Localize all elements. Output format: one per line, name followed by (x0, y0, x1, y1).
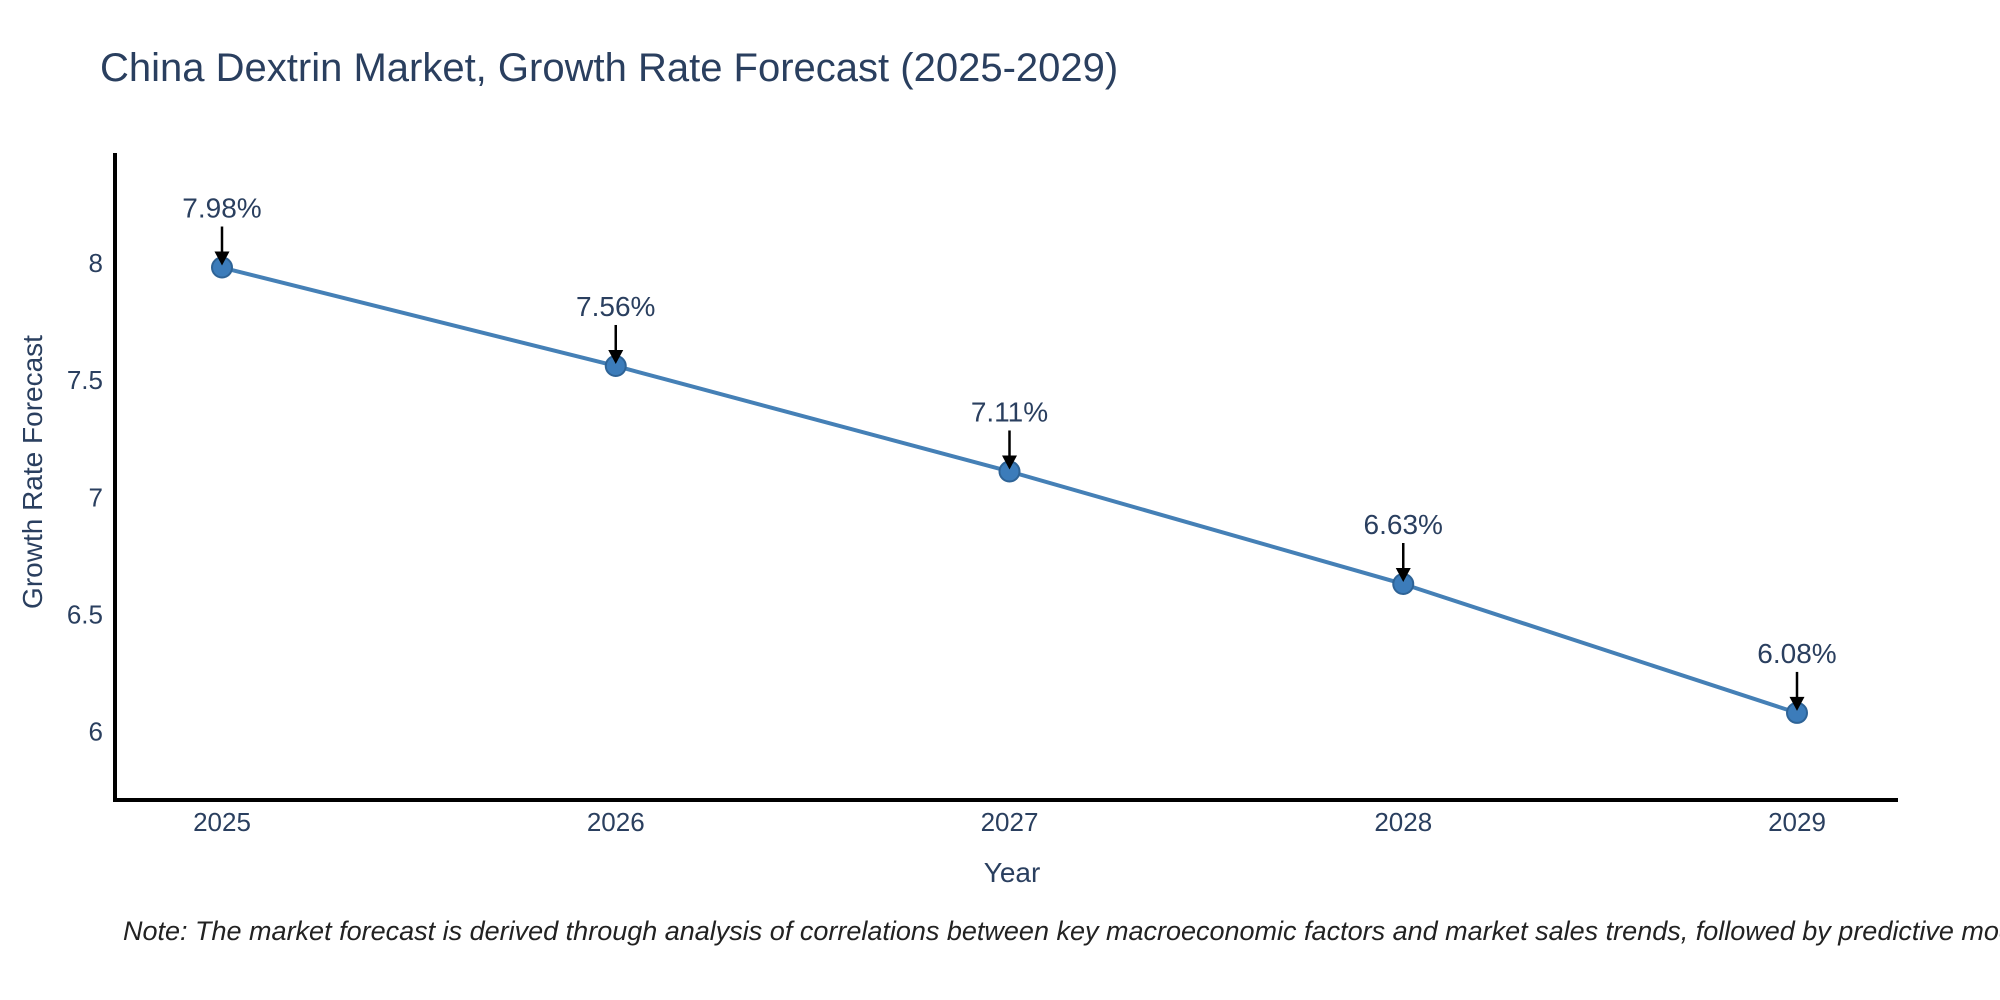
y-axis-title: Growth Rate Forecast (17, 335, 48, 609)
forecast-line (221, 265, 1798, 715)
footnote: Note: The market forecast is derived thr… (123, 916, 2000, 946)
annotation-label: 7.98% (182, 193, 261, 224)
x-tick-label: 2027 (981, 807, 1039, 837)
x-tick-label: 2028 (1374, 807, 1432, 837)
y-tick-label: 6 (89, 717, 103, 747)
annotation-label: 6.08% (1757, 638, 1836, 669)
x-axis-title: Year (983, 857, 1041, 888)
annotation-arrowhead (1789, 696, 1805, 711)
annotation-arrowhead (608, 349, 624, 364)
x-tick-label: 2026 (587, 807, 645, 837)
annotation-arrowhead (1002, 455, 1017, 470)
x-tick-label: 2029 (1768, 807, 1826, 837)
y-tick-label: 6.5 (67, 599, 103, 629)
annotation-arrowhead (1395, 567, 1411, 582)
chart-title: China Dextrin Market, Growth Rate Foreca… (100, 46, 1119, 90)
x-tick-label: 2025 (193, 807, 251, 837)
y-tick-label: 7.5 (67, 365, 103, 395)
y-tick-label: 8 (89, 248, 103, 278)
annotation-label: 6.63% (1364, 509, 1443, 540)
annotation-arrowhead (214, 251, 230, 266)
annotation-label: 7.11% (971, 396, 1048, 427)
y-tick-label: 7 (89, 482, 103, 512)
annotation-label: 7.56% (576, 291, 655, 322)
